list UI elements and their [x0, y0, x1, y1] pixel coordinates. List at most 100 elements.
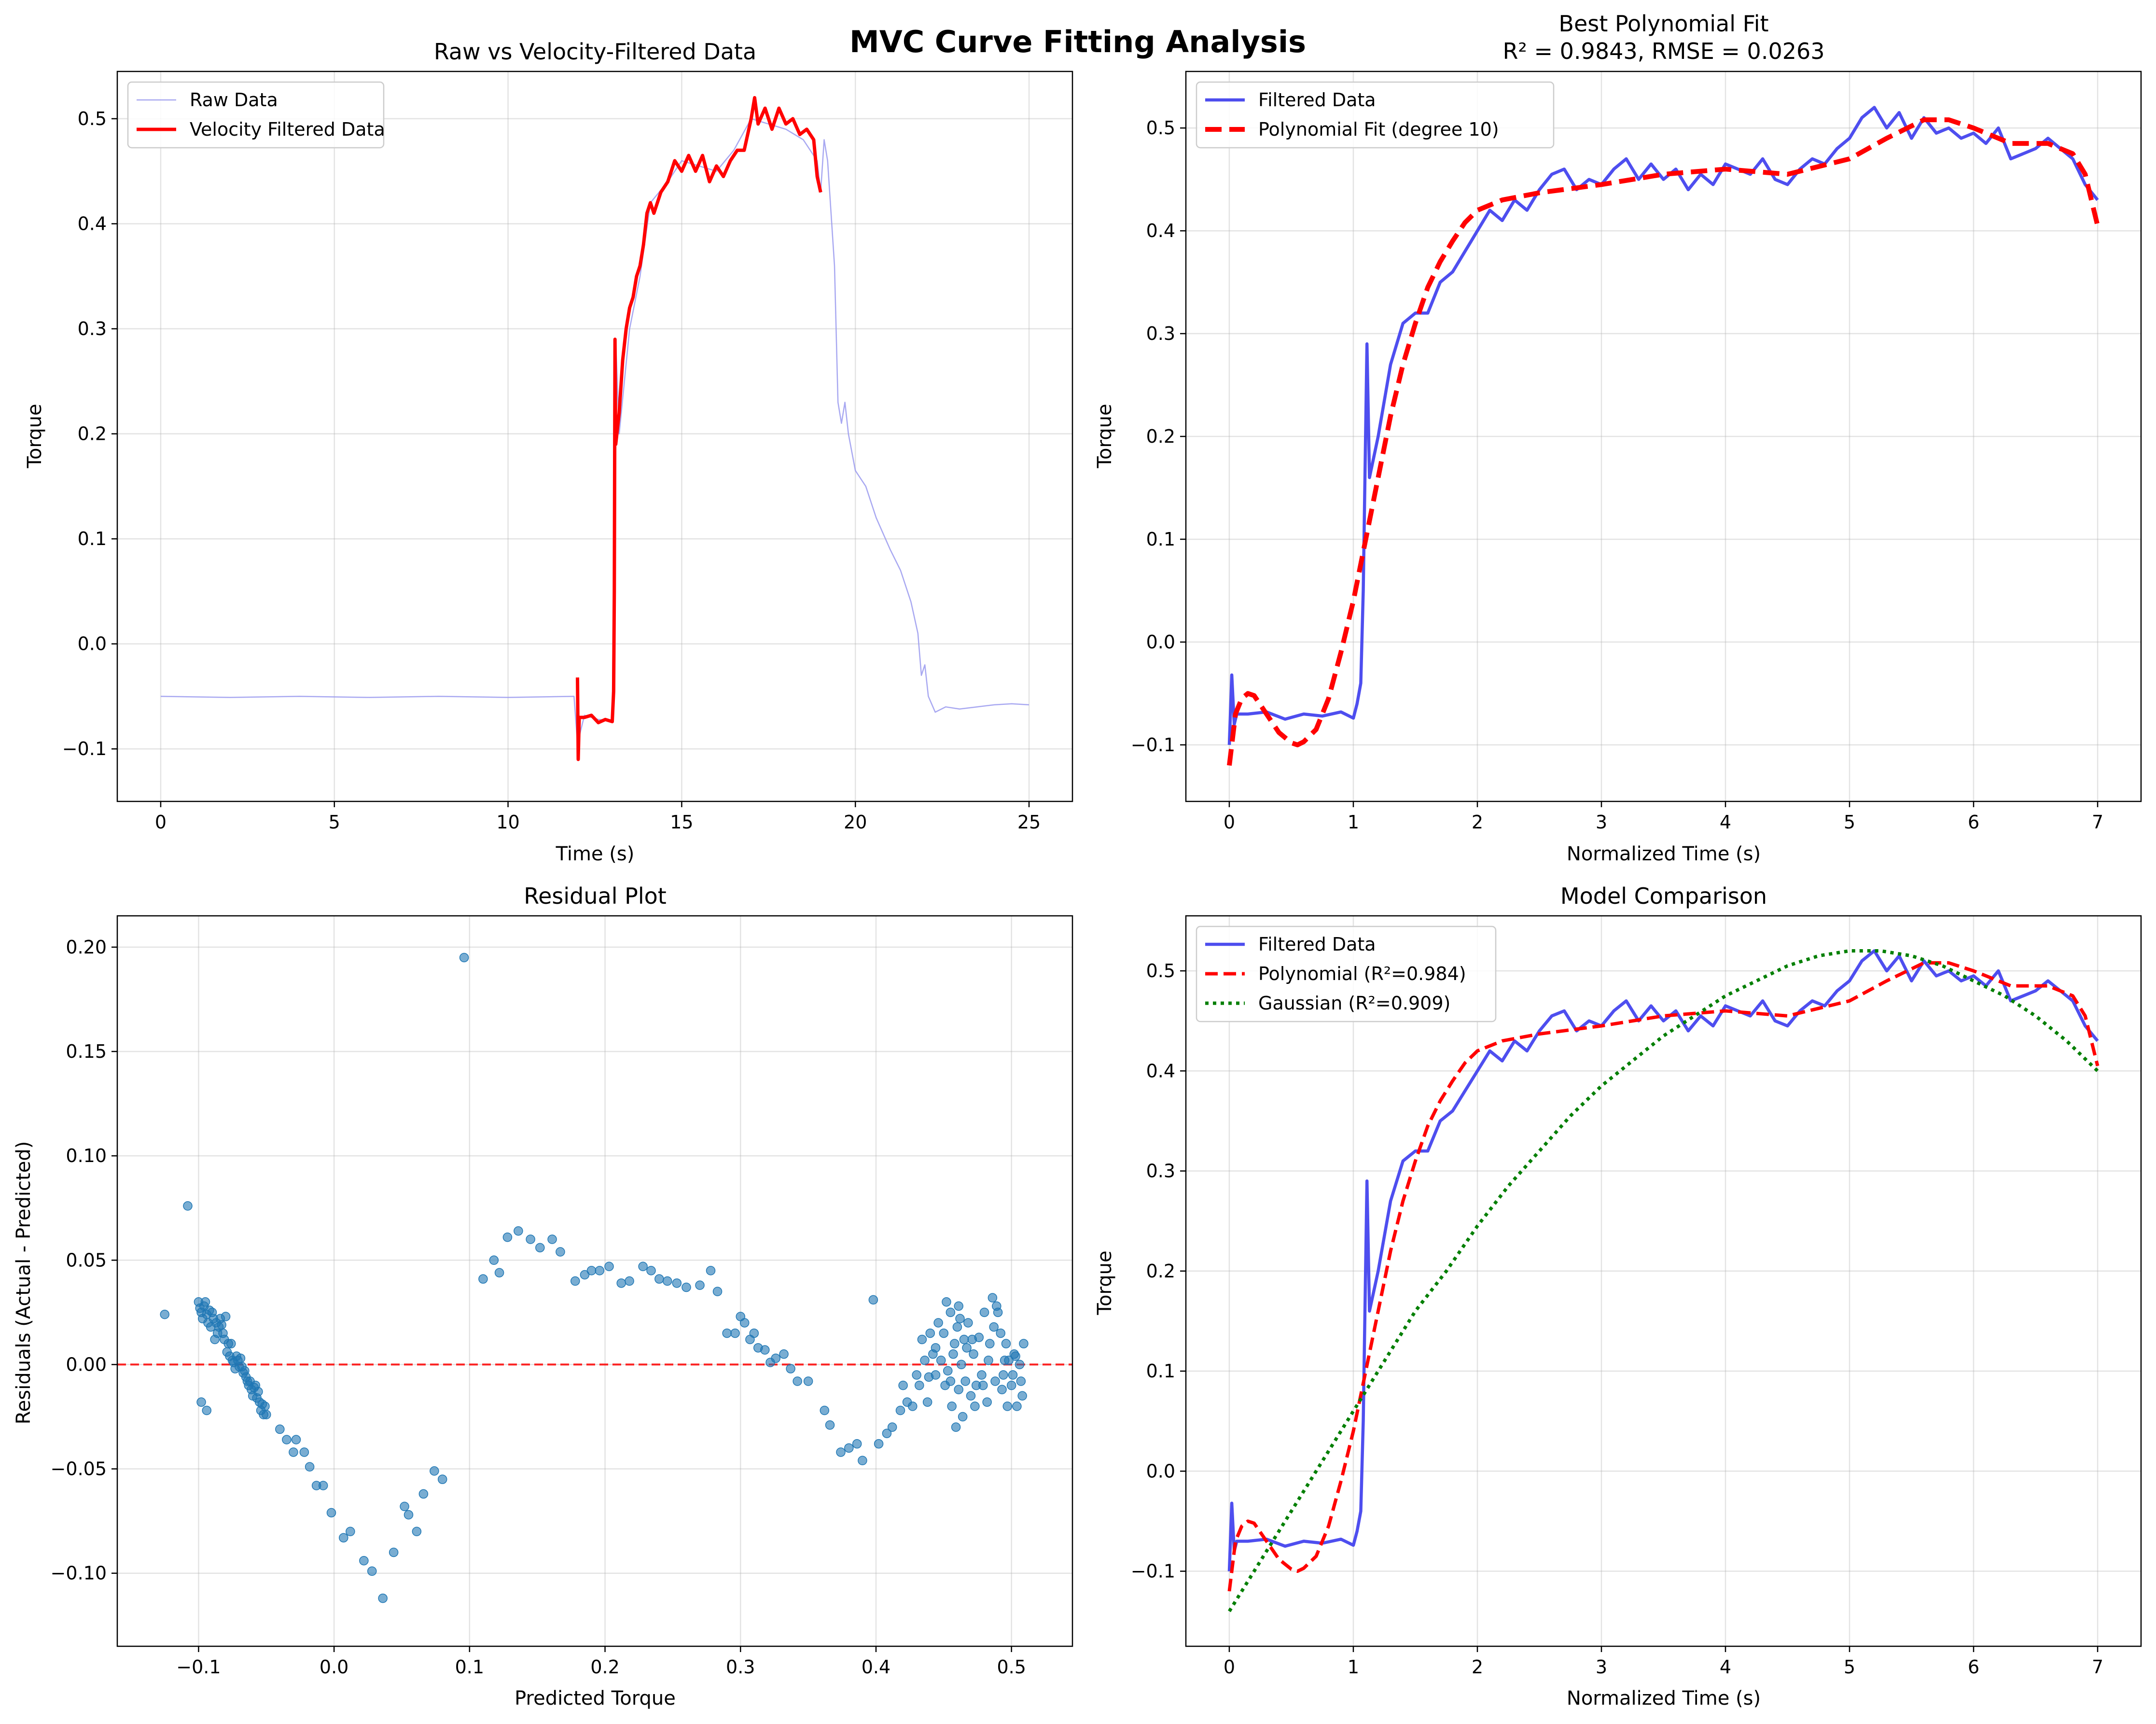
legend-label: Raw Data	[190, 89, 278, 111]
x-tick-label: 1	[1348, 1656, 1359, 1678]
chart-best-polynomial-fit: Best Polynomial Fit R² = 0.9843, RMSE = …	[1094, 11, 2142, 865]
residual-point	[943, 1366, 953, 1376]
x-tick-label: 0.0	[320, 1656, 348, 1678]
residual-point	[1012, 1402, 1022, 1411]
residual-point	[662, 1276, 672, 1286]
x-tick-label: 0.1	[455, 1656, 484, 1678]
x-tick-label: 0	[1224, 812, 1235, 833]
residual-point	[887, 1422, 897, 1432]
residual-point	[682, 1282, 691, 1292]
legend: Raw Data Velocity Filtered Data	[127, 81, 385, 149]
residual-point	[739, 1318, 750, 1328]
y-tick-label: 0.5	[1146, 960, 1175, 981]
x-tick-label: 25	[1017, 812, 1041, 833]
y-tick-label: −0.05	[51, 1458, 107, 1480]
x-tick-label: 20	[844, 812, 867, 833]
legend-label: Polynomial Fit (degree 10)	[1258, 119, 1499, 140]
x-axis-label: Time (s)	[556, 843, 635, 865]
legend-label: Polynomial (R²=0.984)	[1258, 963, 1466, 984]
residual-point	[771, 1353, 780, 1363]
y-tick-label: 0.15	[66, 1041, 107, 1062]
x-tick-label: 0.5	[997, 1656, 1026, 1678]
x-axis-label: Predicted Torque	[515, 1687, 676, 1710]
residual-point	[967, 1334, 977, 1345]
residual-point	[982, 1397, 992, 1407]
residual-point	[604, 1261, 614, 1271]
residual-point	[616, 1278, 626, 1288]
residual-point	[547, 1234, 557, 1244]
residual-point	[874, 1439, 884, 1449]
residual-point	[646, 1266, 656, 1275]
y-axis-label: Residuals (Actual - Predicted)	[13, 1141, 35, 1425]
residual-point	[494, 1268, 504, 1277]
residual-point	[1016, 1376, 1026, 1386]
y-tick-label: 0.5	[78, 108, 107, 129]
residual-point	[236, 1353, 246, 1363]
residual-point	[898, 1380, 908, 1390]
residual-point	[535, 1243, 545, 1253]
residual-point	[997, 1385, 1007, 1395]
x-tick-label: 5	[329, 812, 340, 833]
residual-point	[803, 1376, 813, 1386]
x-tick-label: 3	[1596, 812, 1607, 833]
residual-point	[722, 1328, 732, 1338]
x-tick-label: 1	[1348, 812, 1359, 833]
residual-point	[346, 1527, 355, 1536]
residual-point	[939, 1328, 949, 1338]
residual-point	[200, 1297, 210, 1307]
residual-point	[946, 1376, 956, 1386]
residual-point	[430, 1466, 439, 1476]
residual-point	[920, 1356, 930, 1365]
x-tick-label: 15	[670, 812, 693, 833]
residual-point	[950, 1339, 960, 1348]
legend-box	[127, 81, 385, 149]
y-tick-label: 0.1	[1146, 529, 1175, 550]
legend-label: Velocity Filtered Data	[190, 119, 385, 140]
residual-point	[359, 1556, 369, 1566]
y-axis-label: Torque	[1094, 404, 1116, 468]
figure-suptitle: MVC Curve Fitting Analysis	[849, 24, 1306, 59]
residual-point	[979, 1307, 989, 1318]
residual-point	[625, 1276, 634, 1286]
residual-point	[299, 1447, 309, 1457]
series-line-1	[576, 96, 822, 761]
plot-area	[1227, 949, 2100, 1612]
y-axis-label: Torque	[24, 404, 46, 468]
residual-point	[977, 1370, 987, 1380]
axes-frame	[116, 70, 1073, 802]
residual-point	[933, 1318, 943, 1328]
axes-frame	[1185, 915, 2142, 1647]
residual-point	[437, 1474, 447, 1484]
x-axis-label: Normalized Time (s)	[1567, 1687, 1761, 1710]
y-tick-label: 0.10	[66, 1145, 107, 1166]
residual-point	[291, 1435, 301, 1444]
residual-point	[400, 1501, 409, 1512]
y-tick-label: 0.4	[78, 213, 107, 234]
residual-point	[990, 1376, 1000, 1386]
residual-point	[895, 1405, 905, 1416]
residual-point	[1001, 1339, 1011, 1348]
residual-point	[1008, 1370, 1018, 1380]
residual-point	[262, 1410, 271, 1419]
x-tick-label: 5	[1844, 812, 1855, 833]
residual-point	[1019, 1339, 1029, 1348]
chart-title: Model Comparison	[1560, 883, 1767, 909]
residual-point	[908, 1402, 918, 1411]
y-tick-label: 0.05	[66, 1249, 107, 1271]
residual-point	[958, 1412, 968, 1422]
residual-point	[963, 1318, 973, 1328]
x-tick-label: 4	[1720, 812, 1731, 833]
residual-point	[580, 1270, 590, 1280]
chart-raw-vs-filtered: Raw vs Velocity-Filtered Data Time (s) T…	[24, 39, 1073, 865]
residual-point	[1015, 1360, 1025, 1370]
y-tick-label: 0.0	[1146, 1460, 1175, 1482]
residual-point	[960, 1376, 970, 1386]
x-tick-label: 6	[1968, 1656, 1979, 1678]
residual-point	[836, 1447, 846, 1457]
residual-point	[959, 1334, 969, 1345]
residual-point	[931, 1343, 941, 1353]
residual-point	[793, 1376, 802, 1386]
residual-point	[996, 1328, 1005, 1338]
residual-point	[318, 1481, 328, 1490]
